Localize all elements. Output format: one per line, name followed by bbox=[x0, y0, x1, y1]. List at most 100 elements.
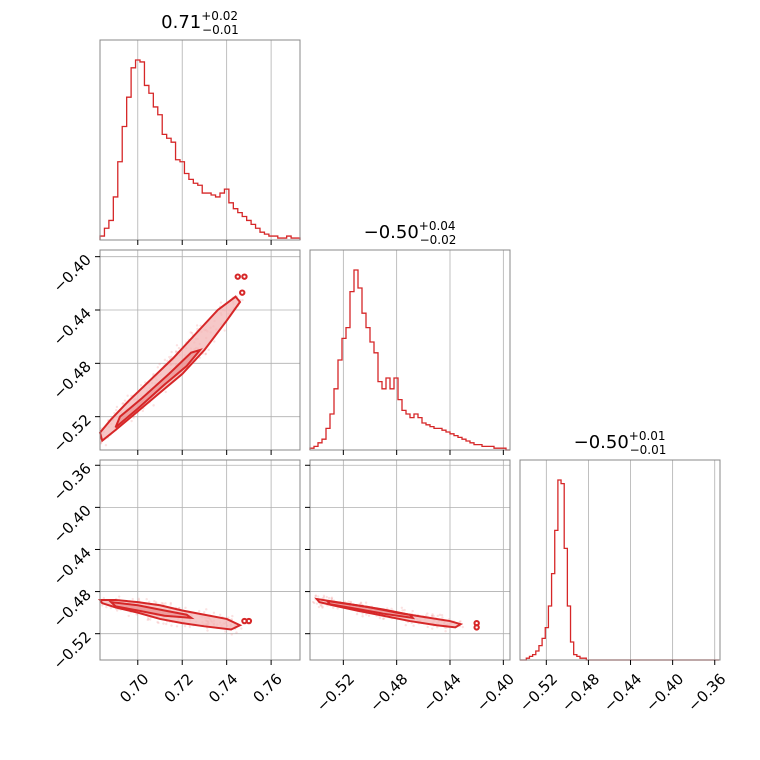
panel-title-2-value: −0.50 bbox=[574, 432, 629, 453]
pair-1-2-scatter-point bbox=[436, 614, 439, 618]
pair-0-2-scatter-point bbox=[160, 601, 163, 605]
hist-panel-2-frame bbox=[519, 459, 721, 661]
pair-0-2-scatter-point bbox=[156, 620, 159, 624]
pair-0-1-scatter-point bbox=[123, 399, 127, 402]
pair-0-2-scatter-point bbox=[170, 624, 173, 627]
pair-1-2-scatter-point bbox=[431, 627, 434, 630]
pair-1-2-scatter-point bbox=[458, 620, 461, 624]
pair-0-1-scatter-point bbox=[163, 358, 167, 362]
xtick-label-2-4: −0.36 bbox=[684, 670, 729, 715]
pair-0-2-scatter-point bbox=[169, 603, 172, 606]
pair-1-2-scatter-point bbox=[411, 609, 414, 613]
xtick-label-0-1: 0.72 bbox=[161, 670, 197, 706]
ytick-label-2-0: −0.52 bbox=[50, 628, 95, 673]
pair-0-2-scatter-point bbox=[224, 630, 227, 633]
pair-1-2-scatter-point bbox=[426, 625, 429, 629]
pair-0-2-scatter-point bbox=[219, 613, 222, 616]
xtick-label-1-2: −0.44 bbox=[420, 670, 465, 715]
ytick-label-2-2: −0.44 bbox=[50, 544, 95, 589]
pair-0-2-scatter-point bbox=[162, 622, 165, 625]
panel-title-1-plus: +0.04 bbox=[419, 219, 456, 233]
pair-1-2-scatter-point bbox=[321, 606, 324, 609]
pair-0-2-scatter-point bbox=[117, 595, 121, 598]
pair-1-2-scatter-point bbox=[361, 612, 364, 615]
pair-0-1-scatter-point bbox=[174, 350, 178, 353]
pair-0-2-scatter-point bbox=[212, 611, 216, 615]
pair-1-2-scatter-point bbox=[426, 612, 429, 615]
pair-0-2-scatter-point bbox=[127, 614, 130, 618]
pair-0-1-scatter-point bbox=[213, 340, 216, 343]
pair-0-2-scatter-point bbox=[178, 606, 181, 610]
pair-0-1-contour-inner bbox=[114, 348, 203, 429]
xtick-label-2-0: −0.52 bbox=[516, 670, 561, 715]
ytick-label-1-1: −0.48 bbox=[50, 357, 95, 402]
ytick-label-2-1: −0.48 bbox=[50, 586, 95, 631]
pair-1-2-scatter-point bbox=[321, 605, 324, 608]
pair-0-1-scatter-point bbox=[166, 359, 169, 363]
pair-0-1-scatter-point bbox=[174, 351, 178, 354]
pair-0-2-contour-fill-inner bbox=[111, 602, 192, 618]
ytick-label-1-2: −0.44 bbox=[50, 304, 95, 349]
pair-0-2-scatter-point bbox=[175, 625, 179, 628]
pair-0-1-contour-island-0 bbox=[234, 273, 241, 280]
panel-title-0-plus: +0.02 bbox=[201, 9, 238, 23]
pair-0-1-scatter-point bbox=[170, 350, 173, 354]
panel-title-2: −0.50+0.01 −0.01 bbox=[574, 429, 667, 457]
pair-0-2-scatter-point bbox=[149, 618, 152, 621]
pair-0-1-contour-island-2 bbox=[239, 289, 246, 296]
xtick-label-0-0: 0.70 bbox=[116, 670, 152, 706]
pair-0-2-scatter-point bbox=[131, 597, 134, 601]
panel-title-1-value: −0.50 bbox=[364, 222, 419, 243]
pair-0-2-scatter-point bbox=[183, 624, 187, 628]
pair-0-1-contour-outer bbox=[98, 295, 242, 443]
pair-1-2-scatter-point bbox=[336, 607, 339, 610]
histogram-1 bbox=[309, 269, 510, 451]
pair-1-2-scatter-point bbox=[312, 601, 316, 605]
pair-0-2-scatter-point bbox=[146, 616, 150, 619]
pair-0-2-scatter-point bbox=[169, 601, 173, 605]
pair-0-1-scatter-point bbox=[132, 416, 135, 419]
pair-1-2-scatter-point bbox=[364, 601, 368, 604]
pair-0-2-scatter-point bbox=[206, 629, 209, 632]
pair-1-2-scatter-point bbox=[461, 625, 464, 629]
pair-0-2-scatter-point bbox=[231, 614, 234, 618]
pair-1-2-scatter-point bbox=[444, 626, 447, 630]
pair-0-1-scatter-point bbox=[113, 411, 116, 415]
panel-title-1: −0.50+0.04 −0.02 bbox=[364, 219, 457, 247]
xtick-label-0-3: 0.76 bbox=[250, 670, 286, 706]
pair-0-1-scatter-point bbox=[219, 301, 223, 304]
pair-0-2-scatter-point bbox=[137, 597, 141, 601]
pair-0-1-scatter-point bbox=[241, 298, 244, 302]
pair-0-2-scatter-point bbox=[240, 627, 243, 630]
pair-0-1-scatter-point bbox=[141, 409, 145, 413]
pair-0-1-scatter-point bbox=[126, 394, 129, 397]
pair-1-2-scatter-point bbox=[359, 602, 363, 605]
pair-0-1-scatter-point bbox=[114, 408, 118, 412]
pair-0-1-scatter-point bbox=[158, 362, 161, 366]
pair-0-2-scatter-point bbox=[235, 631, 238, 634]
pair-1-2-scatter-point bbox=[325, 595, 328, 599]
pair-0-1-scatter-point bbox=[168, 355, 171, 359]
pair-1-2-scatter-point bbox=[347, 600, 350, 603]
pair-1-2-scatter-point bbox=[404, 623, 407, 627]
panel-title-2-plus: +0.01 bbox=[629, 429, 666, 443]
pair-1-2-scatter-point bbox=[430, 614, 434, 618]
pair-0-1-scatter-point bbox=[196, 327, 199, 331]
pair-1-2-scatter-point bbox=[361, 615, 364, 618]
pair-0-1-scatter-point bbox=[152, 373, 155, 376]
pair-0-1-scatter-point bbox=[122, 402, 125, 405]
pair-1-2-scatter-point bbox=[432, 614, 435, 618]
pair-1-2-scatter-point bbox=[382, 617, 386, 620]
xtick-label-1-3: −0.40 bbox=[473, 670, 518, 715]
pair-0-2-scatter-point bbox=[115, 609, 119, 612]
pair-0-2-scatter-point bbox=[203, 611, 206, 614]
pair-0-1-scatter-point bbox=[144, 381, 147, 384]
pair-1-2-scatter-point bbox=[319, 603, 322, 607]
pair-0-1-scatter-point bbox=[115, 405, 119, 409]
pair-0-1-scatter-point bbox=[156, 366, 160, 369]
pair-1-2-scatter-point bbox=[319, 604, 323, 607]
ytick-label-2-3: −0.40 bbox=[50, 501, 95, 546]
pair-0-2-scatter-point bbox=[105, 605, 108, 609]
pair-0-1-scatter-point bbox=[223, 329, 226, 332]
pair-0-1-scatter-point bbox=[175, 344, 179, 347]
